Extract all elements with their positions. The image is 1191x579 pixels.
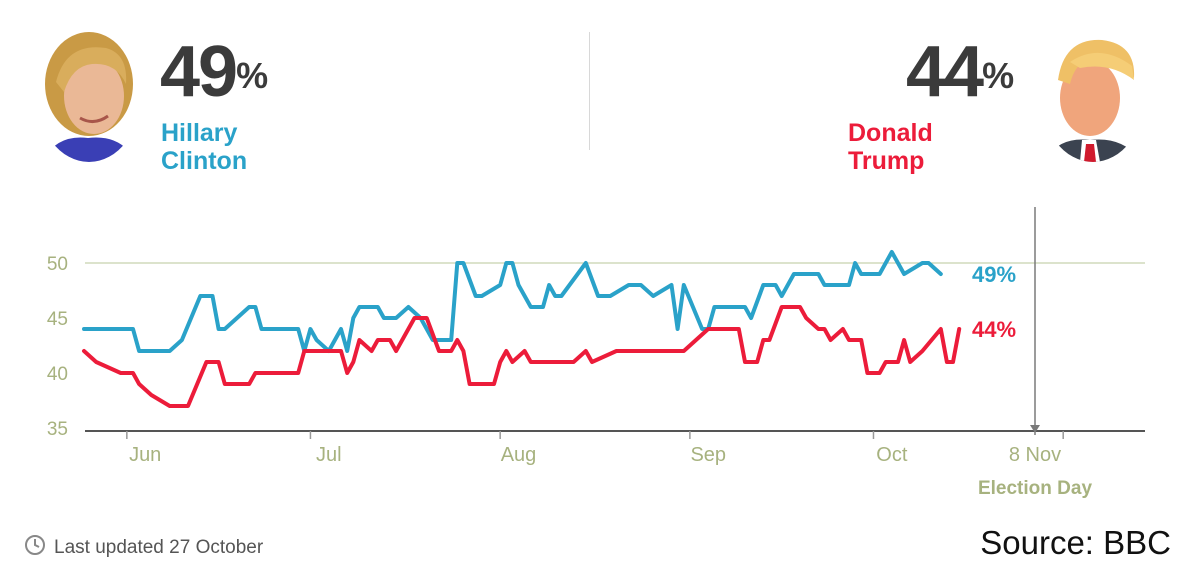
header-divider xyxy=(589,32,590,150)
poll-line-chart: 35 40 45 50 Jun Jul Aug Sep Oct 8 Nov Election Day… xyxy=(47,207,1145,499)
election-day-sublabel: Election Day xyxy=(978,478,1092,499)
series-end-label-trump: 44% xyxy=(972,317,1016,342)
clinton-percent: 49% xyxy=(160,32,269,112)
clinton-name: Hillary Clinton xyxy=(161,119,248,175)
trump-percent: 44% xyxy=(906,32,1015,112)
last-updated: Last updated 27 October xyxy=(24,534,263,562)
clock-icon xyxy=(24,534,46,562)
x-month-label: Sep xyxy=(690,444,726,466)
x-month-label: Jun xyxy=(129,444,161,466)
x-month-label: Jul xyxy=(316,444,342,466)
last-updated-text: Last updated 27 October xyxy=(54,537,264,558)
source-label: Source: BBC xyxy=(980,524,1171,561)
x-month-label: Aug xyxy=(501,444,537,466)
trump-name: Donald Trump xyxy=(848,119,933,175)
y-tick-label: 40 xyxy=(47,364,68,385)
series-line-trump xyxy=(82,305,962,408)
series-line-clinton xyxy=(82,250,943,353)
y-tick-label: 50 xyxy=(47,254,68,275)
x-month-label: Oct xyxy=(876,444,908,466)
election-day-label: 8 Nov xyxy=(1009,444,1061,466)
trump-avatar xyxy=(1040,22,1146,162)
clinton-avatar xyxy=(36,22,142,162)
y-tick-label: 45 xyxy=(47,309,68,330)
series-end-label-clinton: 49% xyxy=(972,262,1016,287)
election-day-arrow xyxy=(1030,425,1040,433)
y-tick-label: 35 xyxy=(47,419,68,440)
